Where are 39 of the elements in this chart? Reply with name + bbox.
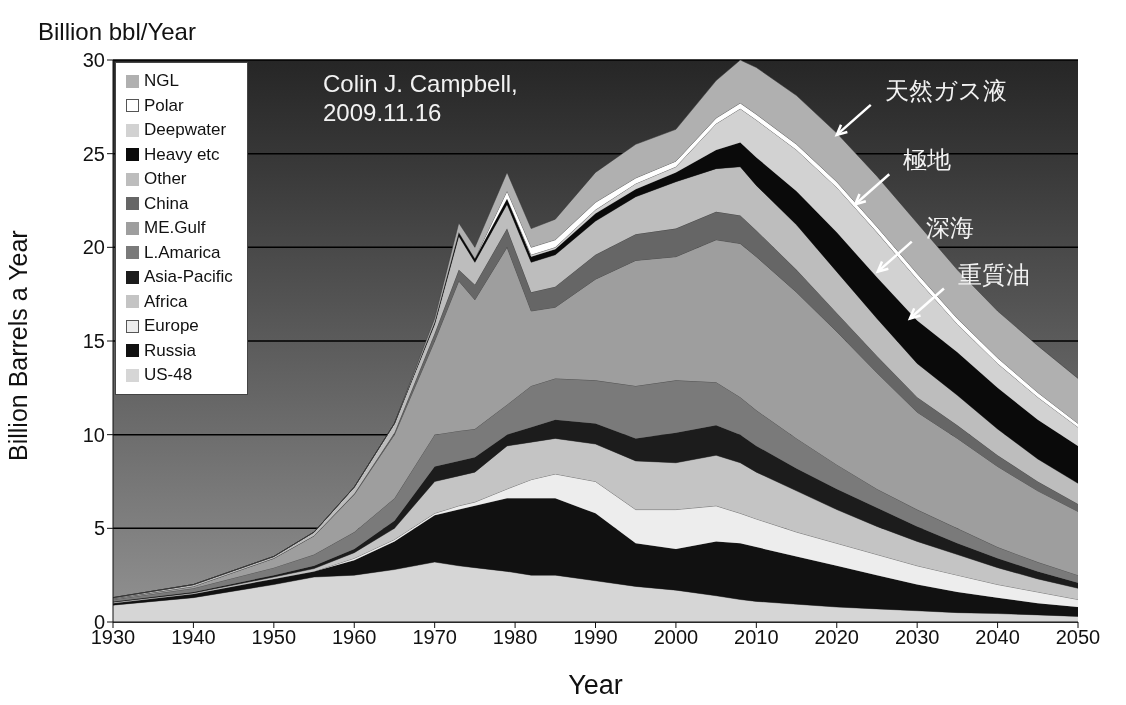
annotation: 極地 [903, 146, 952, 174]
annotation: 重質油 [957, 260, 1030, 288]
x-tick-label: 1980 [492, 626, 538, 649]
x-tick-label: 2050 [1055, 626, 1101, 649]
legend-label: Polar [144, 95, 184, 116]
legend-label: Europe [144, 316, 199, 337]
y-tick-label: 20 [82, 236, 105, 259]
legend-label: ME.Gulf [144, 218, 206, 239]
y-axis-title: Billion Barrels a Year [3, 230, 32, 461]
y-tick-label: 30 [82, 49, 105, 72]
legend-label: Other [144, 169, 187, 190]
y-tick-label: 25 [82, 142, 105, 165]
legend-label: Heavy etc [144, 144, 220, 165]
legend-label: US-48 [144, 365, 193, 386]
legend-label: Africa [144, 291, 188, 312]
annotation: Colin J. Campbell, 2009.11.16 [323, 70, 518, 126]
annotation: 天然ガス液 [884, 76, 1007, 104]
annotation: 深海 [925, 213, 974, 241]
x-tick-label: 2010 [734, 626, 779, 649]
legend-label: NGL [144, 71, 179, 92]
y-tick-label: 5 [93, 517, 105, 540]
legend-label: L.Amarica [144, 242, 221, 263]
x-tick-label: 1960 [332, 626, 377, 649]
legend-label: Russia [144, 340, 196, 361]
y-tick-label: 10 [82, 423, 105, 446]
y-tick-label: 15 [82, 330, 105, 353]
x-tick-label: 1990 [573, 626, 618, 649]
x-tick-label: 2040 [975, 626, 1020, 649]
chart-title: Billion bbl/Year [38, 18, 196, 46]
x-tick-label: 2020 [814, 626, 859, 649]
x-axis-title: Year [568, 670, 623, 700]
legend-label: China [144, 193, 189, 214]
legend-label: Asia-Pacific [144, 267, 233, 288]
x-tick-label: 2000 [653, 626, 699, 649]
x-tick-label: 1940 [171, 626, 216, 649]
x-tick-label: 1950 [251, 626, 297, 649]
x-tick-label: 2030 [894, 626, 940, 649]
x-tick-label: 1970 [412, 626, 457, 649]
legend-label: Deepwater [144, 120, 227, 141]
